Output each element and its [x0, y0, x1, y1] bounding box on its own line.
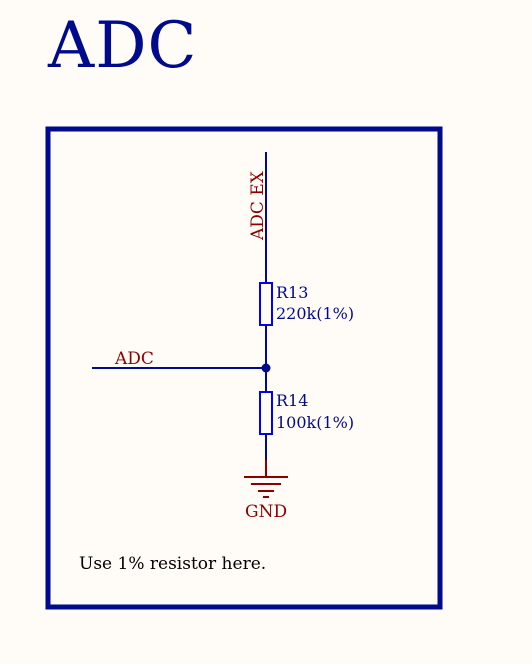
net-label-gnd: GND	[245, 502, 287, 522]
schematic-note: Use 1% resistor here.	[79, 554, 266, 574]
sheet-frame	[45, 126, 443, 610]
resistor-r13[interactable]	[259, 282, 273, 326]
r14-designator: R14	[276, 391, 308, 410]
net-label-adc-ex: ADC EX	[248, 170, 268, 241]
net-label-adc: ADC	[114, 349, 154, 369]
resistor-r14[interactable]	[259, 391, 273, 435]
sheet-title: ADC	[48, 9, 198, 83]
r14-value: 100k(1%)	[276, 413, 354, 432]
r13-value: 220k(1%)	[276, 304, 354, 323]
r13-designator: R13	[276, 283, 308, 302]
ground-icon	[244, 460, 288, 498]
